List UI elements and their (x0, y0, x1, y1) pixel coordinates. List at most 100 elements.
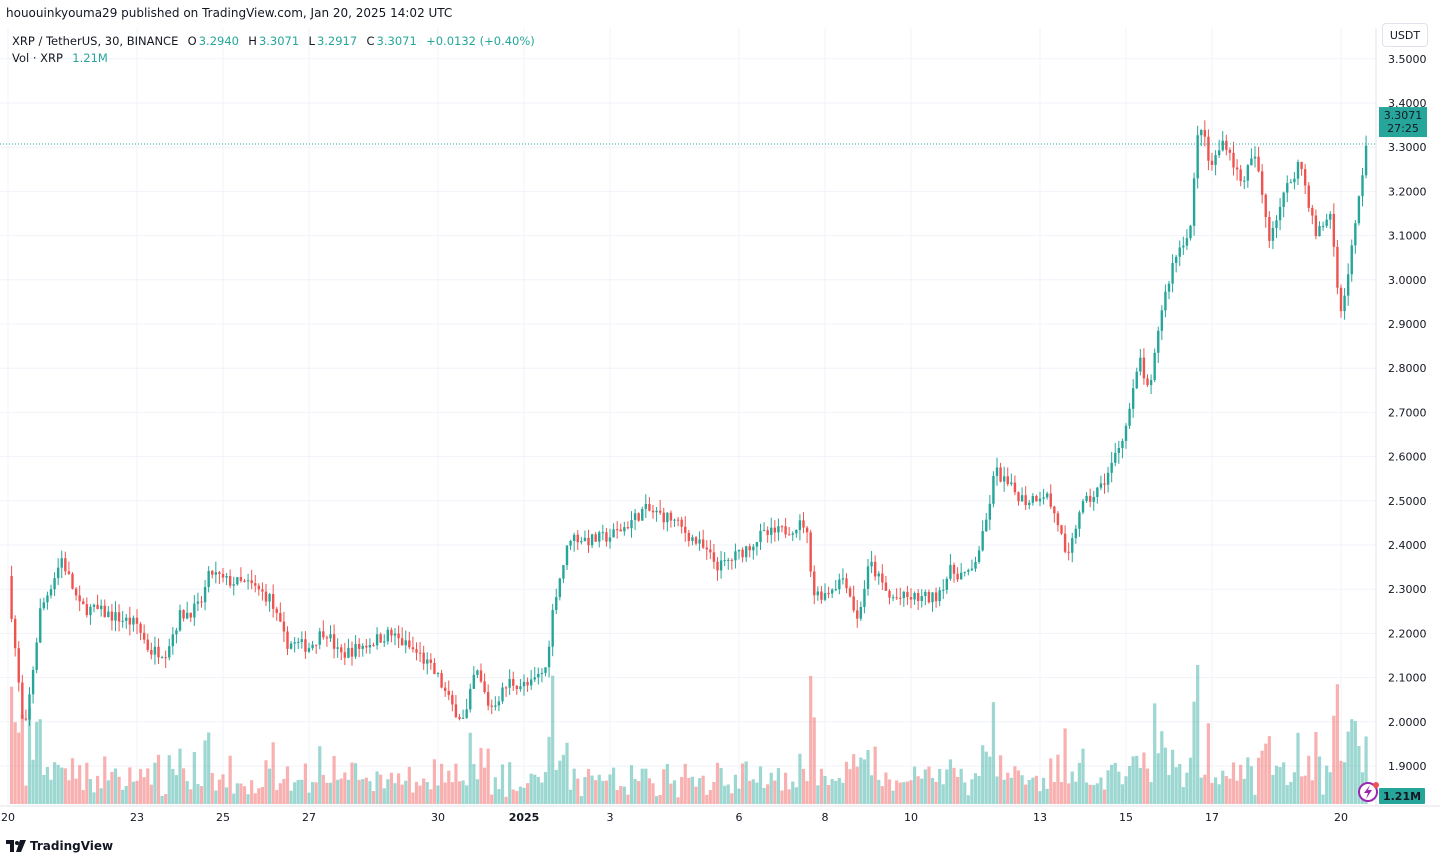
volume-bar (1196, 664, 1200, 804)
volume-bar (877, 779, 881, 804)
volume-bar (1342, 762, 1347, 804)
price-tick: 2.8000 (1388, 362, 1427, 375)
symbol-title[interactable]: XRP / TetherUS, 30, BINANCE (12, 34, 179, 48)
candle (540, 668, 544, 683)
candle (125, 613, 128, 629)
candle (447, 680, 450, 701)
price-tick: 2.7000 (1388, 406, 1427, 419)
currency-button[interactable]: USDT (1382, 23, 1428, 47)
volume-bar (1135, 755, 1139, 804)
volume-bar (647, 778, 652, 804)
candle (1235, 159, 1239, 181)
candle (848, 585, 852, 598)
candle (1110, 451, 1113, 483)
candle (734, 543, 737, 569)
volume-bar (63, 768, 67, 804)
candle (770, 517, 773, 544)
volume-bar (1321, 794, 1325, 804)
volume-bar (676, 797, 680, 804)
volume-label[interactable]: Vol · XRP (12, 51, 63, 65)
candle (193, 595, 196, 626)
volume-bar (214, 790, 218, 804)
candle (1196, 125, 1199, 189)
volume-bar (303, 763, 308, 804)
volume-bar (809, 675, 813, 804)
candle (956, 567, 959, 582)
volume-bar (1325, 765, 1329, 804)
price-axis[interactable]: 1.9000 2.0000 2.1000 2.2000 2.3000 2.4000 2.50… (1388, 53, 1427, 773)
volume-bar (224, 787, 229, 804)
candle (1049, 484, 1052, 509)
volume-bar (400, 784, 404, 804)
footer-brand[interactable]: TradingView (6, 839, 113, 853)
lightning-icon[interactable] (1358, 782, 1379, 802)
candle (1071, 532, 1074, 563)
candle (838, 573, 841, 595)
candle (895, 588, 898, 600)
candle (730, 558, 734, 570)
candle (221, 567, 225, 583)
candle (1239, 164, 1242, 187)
volume-bar (511, 789, 515, 804)
volume-bar (1224, 776, 1228, 804)
price-tick: 3.0000 (1388, 274, 1427, 287)
candle (128, 606, 132, 636)
candle (615, 521, 619, 539)
candle (701, 529, 705, 550)
candle (719, 550, 723, 579)
time-tick: 10 (904, 811, 918, 824)
volume-bar (508, 762, 512, 804)
time-axis[interactable]: 20 23 25 27 30 2025 3 6 8 10 13 15 17 20 (1, 811, 1348, 824)
volume-bar (988, 756, 992, 804)
volume-bar (615, 790, 619, 804)
candle (74, 587, 78, 601)
volume-bar (834, 780, 838, 804)
volume-bar (113, 768, 118, 804)
candle (1081, 498, 1085, 515)
candle (1243, 176, 1246, 190)
volume-bar (371, 791, 376, 804)
volume-bar (296, 779, 300, 804)
volume-bar (171, 768, 175, 804)
volume-bar (525, 783, 530, 804)
candle (576, 530, 579, 551)
volume-bar (812, 717, 816, 804)
candle (762, 522, 766, 532)
volume-bar (963, 782, 967, 804)
volume-bar (1314, 732, 1318, 804)
volume-bar (629, 765, 634, 804)
candle (741, 547, 744, 563)
candle (375, 627, 379, 650)
volume-bar (783, 772, 788, 804)
volume-bar (819, 768, 824, 804)
volume-bar (640, 768, 644, 804)
candle (694, 536, 698, 546)
volume-bar (1267, 736, 1271, 804)
candle (257, 583, 261, 596)
candle (920, 589, 923, 608)
volume-bar (174, 775, 179, 804)
candle (658, 499, 662, 515)
volume-bar (1117, 771, 1121, 804)
candle (676, 516, 680, 527)
candle (465, 698, 468, 719)
candle (1174, 254, 1178, 273)
volume-bar (1231, 762, 1236, 804)
volume-bar (357, 779, 361, 804)
candle (909, 588, 913, 609)
candle (512, 671, 515, 691)
candle (623, 521, 626, 536)
candle (1314, 209, 1318, 240)
candle (974, 556, 977, 572)
volume-bar (85, 762, 89, 804)
volume-bar (930, 777, 935, 804)
volume-bar (755, 782, 759, 804)
candle (1361, 167, 1364, 207)
candle (906, 585, 909, 605)
volume-bar (60, 767, 64, 804)
candle (1293, 171, 1296, 190)
candle (60, 550, 63, 579)
volume-bar (210, 772, 214, 804)
volume-bar (837, 777, 841, 804)
